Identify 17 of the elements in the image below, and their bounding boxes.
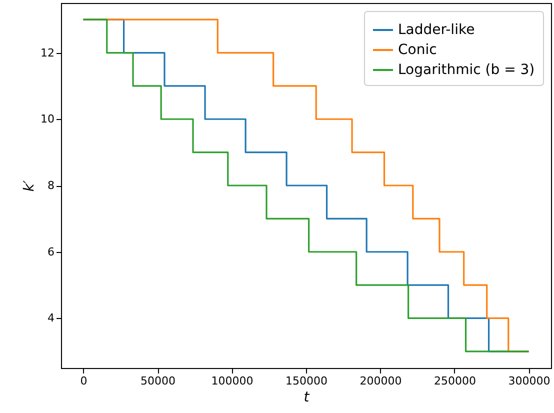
x-tick-label: 50000 [140, 374, 176, 388]
x-tick-label: 150000 [286, 374, 328, 388]
y-axis-title: k′ [22, 180, 38, 192]
y-tick-label: 12 [40, 46, 54, 60]
legend-label: Logarithmic (b = 3) [398, 62, 535, 78]
y-tick-label: 4 [48, 312, 54, 325]
legend-label: Ladder-like [398, 22, 475, 38]
y-tick-label: 10 [40, 112, 54, 126]
x-axis-title: t [304, 390, 310, 406]
legend-label: Conic [398, 42, 437, 58]
x-tick-label: 0 [80, 374, 88, 388]
y-tick-label: 6 [48, 245, 54, 258]
x-tick-label: 300000 [508, 374, 550, 388]
x-tick-label: 100000 [211, 374, 254, 388]
y-tick-label: 8 [48, 179, 54, 192]
x-tick-label: 250000 [434, 374, 476, 388]
x-tick-label: 200000 [360, 374, 402, 388]
